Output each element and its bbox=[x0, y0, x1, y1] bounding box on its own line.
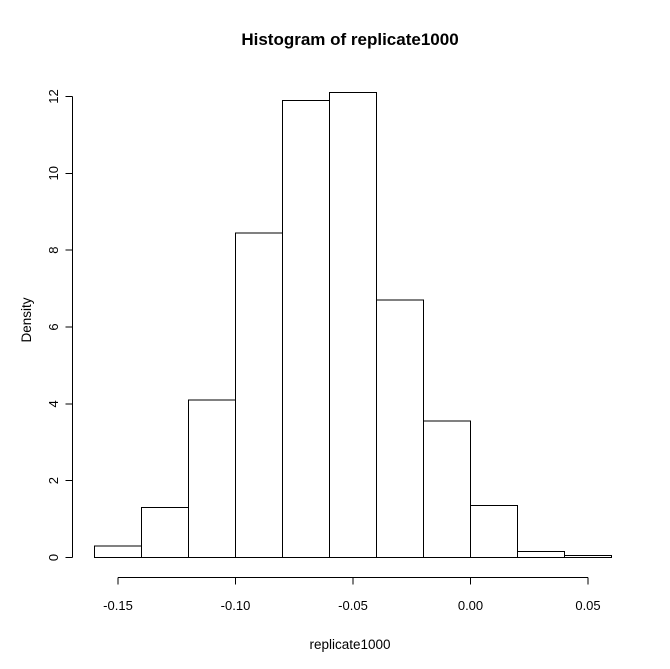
histogram-bar bbox=[423, 420, 471, 558]
histogram-bar bbox=[141, 507, 189, 559]
chart-title: Histogram of replicate1000 bbox=[241, 30, 458, 49]
y-tick-label: 10 bbox=[46, 166, 61, 180]
y-tick-label: 8 bbox=[46, 247, 61, 254]
histogram-bar bbox=[94, 545, 142, 558]
histogram-bar bbox=[282, 99, 330, 559]
x-tick-label: -0.10 bbox=[221, 598, 251, 613]
histogram-bar bbox=[376, 299, 424, 558]
x-tick-label: 0.05 bbox=[575, 598, 600, 613]
histogram-bar bbox=[470, 505, 518, 559]
x-axis-label: replicate1000 bbox=[309, 637, 390, 652]
x-axis: -0.15 -0.10 -0.05 0.00 0.05 bbox=[103, 577, 601, 613]
x-tick-label: -0.05 bbox=[338, 598, 368, 613]
histogram-bar bbox=[517, 551, 565, 559]
y-tick-label: 6 bbox=[46, 323, 61, 330]
histogram-bar bbox=[235, 232, 283, 558]
y-axis-label: Density bbox=[19, 297, 34, 342]
y-tick-label: 4 bbox=[46, 400, 61, 407]
y-tick-label: 0 bbox=[46, 554, 61, 561]
y-tick-label: 12 bbox=[46, 89, 61, 103]
histogram-bar bbox=[564, 555, 612, 558]
histogram-bar bbox=[188, 399, 236, 558]
x-tick-label: -0.15 bbox=[103, 598, 133, 613]
histogram-bar bbox=[329, 92, 377, 558]
x-tick-label: 0.00 bbox=[458, 598, 483, 613]
histogram-bars bbox=[94, 92, 612, 559]
y-tick-label: 2 bbox=[46, 477, 61, 484]
y-axis: 0 2 4 6 8 10 12 bbox=[46, 89, 73, 561]
